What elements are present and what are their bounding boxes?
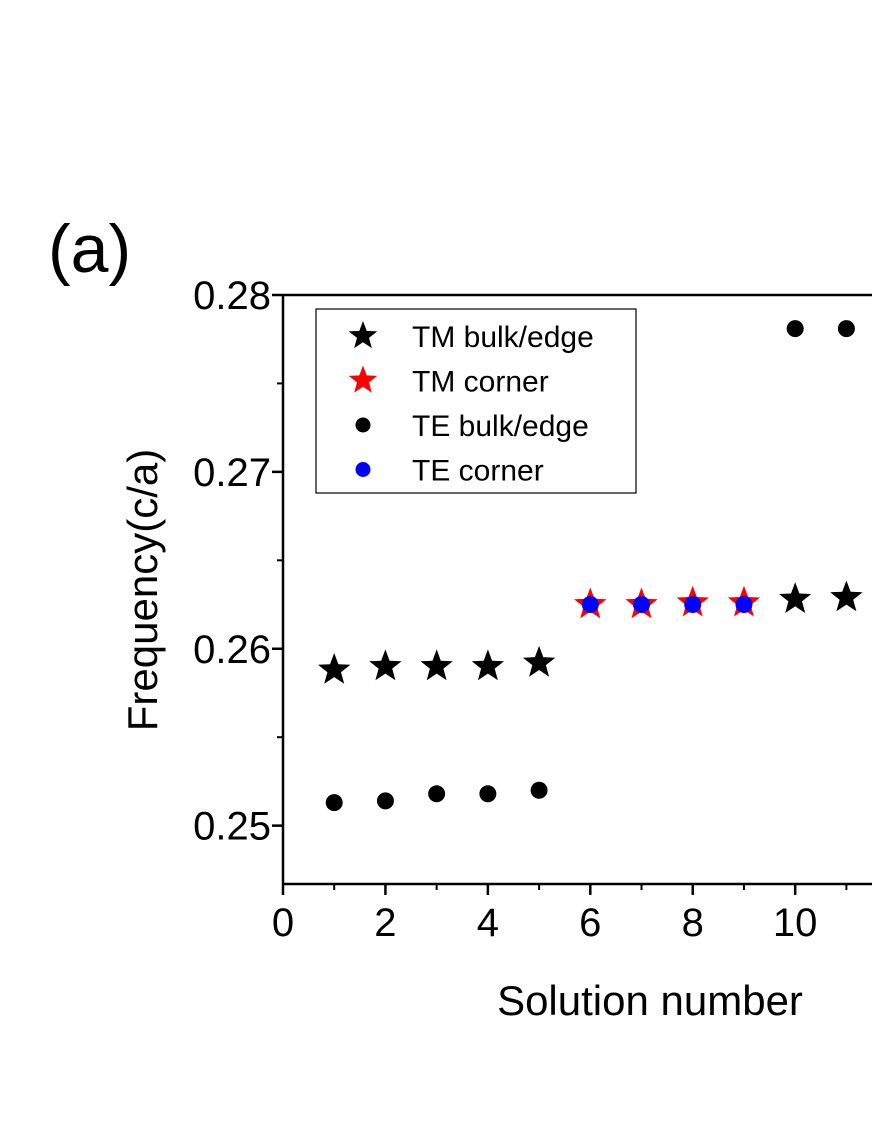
tm-bulk-edge-star-point	[318, 653, 351, 684]
y-tick-label: 0.25	[193, 805, 271, 849]
y-axis-title: Frequency(c/a)	[119, 449, 166, 731]
tm-bulk-edge-star-point	[471, 649, 504, 681]
y-tick-label: 0.26	[193, 628, 271, 672]
legend-label: TM bulk/edge	[412, 321, 594, 354]
axes: 0.25 0.26 0.27 0.28 0 2 4 6 8 10	[193, 274, 872, 945]
x-tick-label: 10	[773, 901, 818, 945]
te-bulk-edge-dot-point	[376, 792, 394, 810]
panel-label: (a)	[48, 211, 131, 287]
x-tick-label: 0	[272, 901, 294, 945]
x-tick-label: 8	[682, 901, 704, 945]
tm-bulk-edge-star-point	[830, 580, 863, 612]
legend-te-bulk-edge-dot-icon	[355, 417, 371, 433]
te-bulk-edge-dot-point	[837, 320, 855, 338]
x-tick-label: 6	[579, 901, 601, 945]
te-bulk-edge-dot-point	[428, 785, 446, 803]
legend: TM bulk/edge TM corner TE bulk/edge TE corn…	[315, 308, 637, 494]
te-bulk-edge-dot-point	[479, 785, 497, 803]
plot-area	[318, 320, 863, 812]
legend-tm-bulk-edge-star-icon	[348, 321, 378, 349]
x-tick-label: 2	[374, 901, 396, 945]
tm-bulk-edge-star-point	[369, 649, 402, 681]
tm-bulk-edge-star-point	[779, 582, 812, 613]
te-corner-dot-point	[684, 596, 702, 614]
tm-bulk-edge-star-point	[522, 645, 556, 677]
legend-tm-corner-star-icon	[348, 365, 378, 393]
te-bulk-edge-dot-point	[530, 781, 548, 799]
tm-bulk-edge-star-point	[420, 649, 453, 681]
x-axis-title: Solution number	[497, 977, 803, 1024]
y-tick-label: 0.27	[193, 451, 271, 495]
legend-label: TM corner	[412, 366, 549, 399]
y-tick-label: 0.28	[193, 274, 271, 318]
te-corner-dot-point	[581, 596, 599, 614]
legend-label: TE bulk/edge	[412, 410, 589, 443]
te-bulk-edge-dot-point	[786, 320, 804, 338]
te-bulk-edge-dot-point	[325, 794, 343, 812]
legend-te-corner-dot-icon	[355, 462, 371, 477]
x-tick-label: 4	[477, 901, 499, 945]
te-corner-dot-point	[735, 596, 753, 614]
te-corner-dot-point	[633, 596, 651, 614]
legend-label: TE corner	[412, 455, 544, 488]
